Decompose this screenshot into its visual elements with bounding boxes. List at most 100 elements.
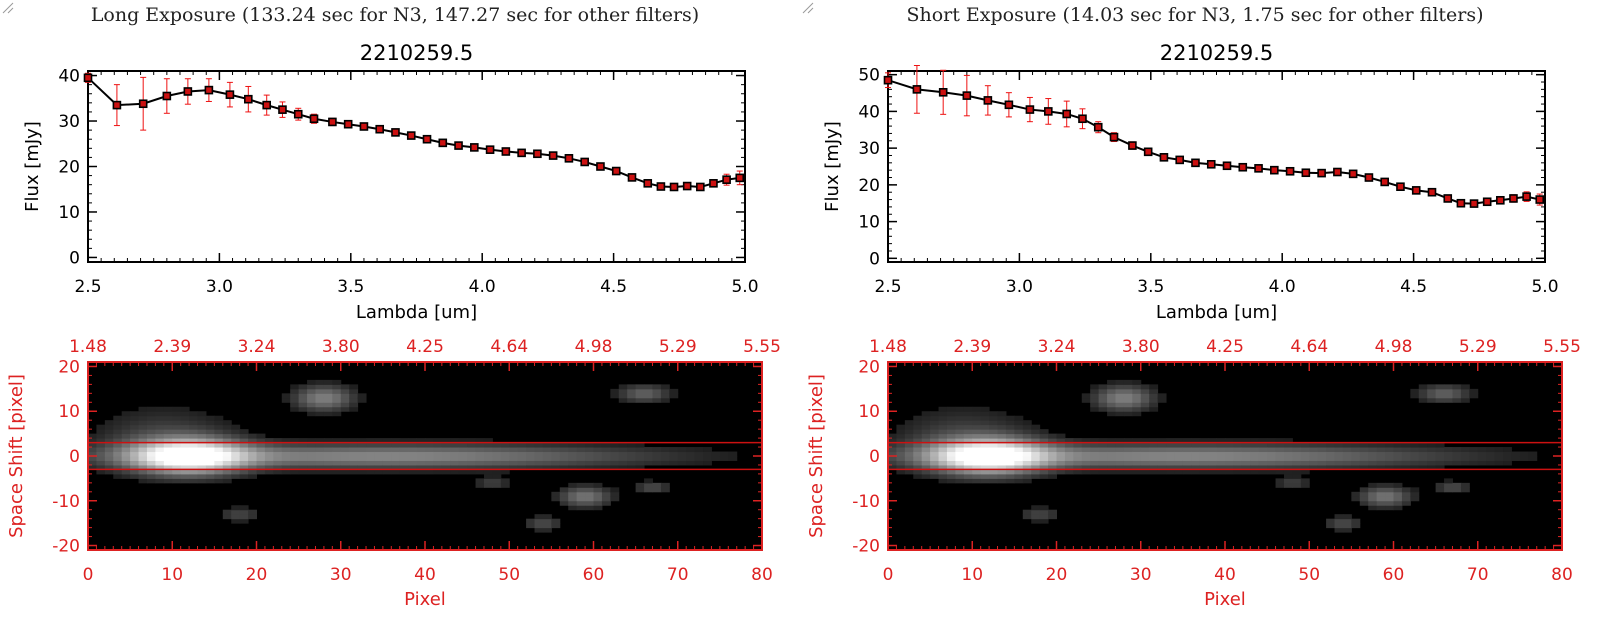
heatmap-cell <box>1022 464 1032 470</box>
heatmap-cell <box>593 487 603 493</box>
data-point <box>1254 164 1263 173</box>
heatmap-cell <box>1258 442 1268 448</box>
heatmap-x-axis-label: Pixel <box>1204 589 1246 610</box>
heatmap-cell <box>458 464 468 470</box>
heatmap-cells <box>888 379 1538 533</box>
data-point <box>656 182 666 191</box>
heatmap-cell <box>155 420 165 426</box>
heatmap-cell <box>172 464 182 470</box>
heatmap-cell <box>1174 442 1184 448</box>
heatmap-cell <box>450 460 460 466</box>
data-point <box>682 181 692 191</box>
heatmap-cell <box>138 442 148 448</box>
heatmap-cell <box>332 411 342 417</box>
heatmap-cell <box>180 478 190 484</box>
heatmap-cell <box>197 415 207 421</box>
heatmap-cell <box>138 424 148 430</box>
heatmap-cell <box>997 420 1007 426</box>
heatmap-cell <box>450 451 460 457</box>
heatmap-cell <box>197 420 207 426</box>
heatmap-cell <box>921 438 931 444</box>
heatmap-cell <box>382 442 392 448</box>
heatmap-cell <box>214 442 224 448</box>
heatmap-cell <box>205 478 215 484</box>
heatmap-cell <box>146 460 156 466</box>
heatmap-cell <box>601 442 611 448</box>
heatmap-cell <box>644 456 653 461</box>
heatmap-cell <box>1418 388 1428 394</box>
heatmap-cell <box>955 447 965 453</box>
heatmap-cell <box>1123 379 1133 385</box>
heatmap-cell <box>323 447 333 453</box>
heatmap-cell <box>315 451 325 457</box>
heatmap-cell <box>1486 460 1496 466</box>
heatmap-cell <box>1115 406 1125 412</box>
heatmap-cell <box>323 438 333 444</box>
heatmap-cell <box>1410 456 1420 461</box>
heatmap-cell <box>315 393 325 399</box>
heatmap-cell <box>1435 460 1445 466</box>
heatmap-cell <box>576 451 586 457</box>
heatmap-cell <box>1393 447 1403 453</box>
heatmap-cell <box>1342 442 1352 448</box>
heatmap-cell <box>980 460 990 466</box>
heatmap-cell <box>1334 514 1344 520</box>
heatmap-cell <box>239 429 249 435</box>
heatmap-cell <box>1081 393 1091 399</box>
heatmap-cell <box>205 420 215 426</box>
heatmap-cell <box>1326 464 1336 470</box>
heatmap-cell <box>205 447 215 453</box>
heatmap-cell <box>972 442 982 448</box>
heatmap-top-tick-label: 4.25 <box>406 337 444 357</box>
heatmap-cell <box>104 464 114 470</box>
heatmap-cell <box>1107 447 1116 453</box>
heatmap-cell <box>340 402 350 408</box>
heatmap-cell <box>1258 456 1268 461</box>
heatmap-cell <box>904 424 914 430</box>
heatmap-cell <box>1140 456 1150 461</box>
heatmap-cell <box>1048 509 1057 515</box>
heatmap-x-tick-label: 30 <box>330 565 352 585</box>
heatmap-cell <box>1005 451 1015 457</box>
heatmap-y-tick-label: 20 <box>858 357 880 377</box>
heatmap-cell <box>1486 456 1496 461</box>
data-point <box>938 88 948 97</box>
heatmap-cell <box>1064 451 1074 457</box>
heatmap-cell <box>1157 442 1167 448</box>
heatmap-cell <box>1469 393 1479 399</box>
heatmap-cell <box>989 442 999 448</box>
heatmap-cell <box>155 478 165 484</box>
heatmap-cell <box>1056 456 1066 461</box>
heatmap-cell <box>509 447 519 453</box>
heatmap-cell <box>1081 442 1091 448</box>
y-tick-label: 0 <box>69 248 80 268</box>
data-point <box>391 128 400 137</box>
heatmap-cell <box>1393 442 1403 448</box>
heatmap-cell <box>534 447 544 453</box>
heatmap-cell <box>239 460 249 466</box>
heatmap-cell <box>576 464 586 470</box>
heatmap-cell <box>1385 451 1394 457</box>
heatmap-cell <box>1376 447 1386 453</box>
heatmap-cell <box>104 424 114 430</box>
heatmap-cell <box>1199 460 1209 466</box>
heatmap-x-tick-label: 10 <box>161 565 183 585</box>
heatmap-cell <box>1115 384 1125 390</box>
heatmap-cell <box>475 464 485 470</box>
heatmap-y-tick-label: 20 <box>58 357 80 377</box>
heatmap-cell <box>239 505 249 511</box>
heatmap-cell <box>913 415 923 421</box>
resize-grip-icon[interactable] <box>800 0 814 14</box>
heatmap-cell <box>138 406 148 412</box>
resize-grip-icon[interactable] <box>0 0 14 14</box>
heatmap-cell <box>1460 487 1470 493</box>
heatmap-cell <box>938 415 948 421</box>
heatmap-cell <box>189 478 199 484</box>
heatmap-cell <box>433 464 443 470</box>
heatmap-cell <box>441 438 451 444</box>
heatmap-cell <box>264 469 274 475</box>
heatmap-cell <box>1283 482 1293 488</box>
heatmap-cell <box>1418 451 1428 457</box>
heatmap-cell <box>627 456 637 461</box>
heatmap-cell <box>610 487 620 493</box>
